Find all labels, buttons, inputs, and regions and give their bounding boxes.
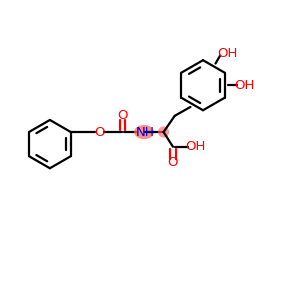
- Text: O: O: [117, 109, 128, 122]
- Text: O: O: [168, 157, 178, 169]
- Text: N: N: [136, 125, 146, 139]
- Text: OH: OH: [235, 79, 255, 92]
- Text: OH: OH: [217, 47, 237, 60]
- Text: H: H: [145, 126, 153, 140]
- Ellipse shape: [134, 125, 154, 139]
- Text: OH: OH: [185, 140, 206, 153]
- Text: O: O: [94, 125, 105, 139]
- Ellipse shape: [158, 126, 169, 138]
